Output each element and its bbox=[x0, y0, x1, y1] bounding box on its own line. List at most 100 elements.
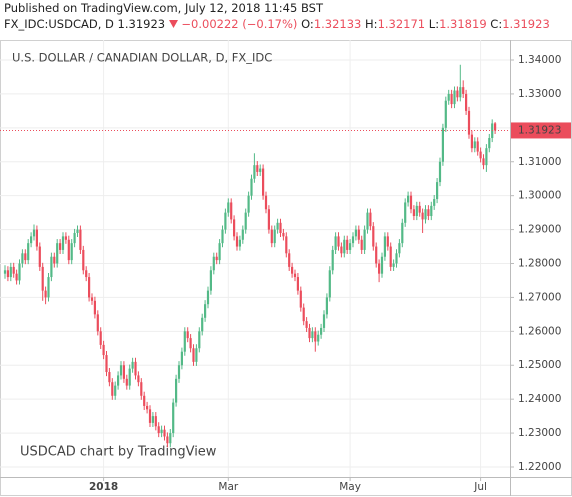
candle-body bbox=[244, 212, 247, 230]
candle-body bbox=[305, 321, 308, 328]
candle-body bbox=[494, 123, 497, 131]
candle-body bbox=[108, 372, 111, 383]
candle-body bbox=[146, 405, 149, 410]
candle-body bbox=[424, 209, 427, 220]
candle-body bbox=[299, 290, 302, 308]
candle-body bbox=[172, 402, 175, 434]
candle-body bbox=[157, 426, 160, 434]
candle-body bbox=[131, 361, 134, 369]
candle-body bbox=[375, 246, 378, 264]
down-arrow bbox=[168, 20, 178, 28]
candle-body bbox=[465, 93, 468, 111]
candle-body bbox=[340, 246, 343, 254]
x-tick-label: 2018 bbox=[89, 481, 118, 493]
candle-body bbox=[56, 243, 59, 264]
candle-body bbox=[119, 365, 123, 376]
candle-body bbox=[35, 229, 38, 247]
candle-body bbox=[343, 239, 346, 254]
candle-body bbox=[195, 348, 198, 362]
candle-body bbox=[30, 236, 33, 244]
candle-body bbox=[346, 239, 349, 250]
candle-body bbox=[59, 243, 62, 250]
candle-body bbox=[450, 93, 453, 105]
candle-body bbox=[163, 429, 166, 437]
candle-body bbox=[241, 229, 244, 240]
candle-body bbox=[125, 378, 128, 386]
candle-body bbox=[357, 229, 360, 240]
candle-body bbox=[412, 209, 415, 217]
candle-body bbox=[320, 327, 323, 335]
candle-body bbox=[389, 246, 392, 267]
candle-body bbox=[273, 229, 276, 244]
candle-body bbox=[201, 317, 204, 332]
candle-body bbox=[93, 300, 96, 315]
candle-body bbox=[238, 239, 241, 247]
candle-body bbox=[467, 110, 471, 135]
candle-body bbox=[380, 256, 384, 274]
candle-body bbox=[418, 205, 421, 213]
ohlc-c: 1.31923 bbox=[502, 17, 550, 31]
y-tick-label: 1.28000 bbox=[518, 258, 561, 270]
candle-body bbox=[404, 202, 407, 223]
candle-body bbox=[21, 253, 24, 264]
candle-body bbox=[24, 253, 27, 261]
x-tick-label: Mar bbox=[218, 481, 238, 493]
candle-body bbox=[328, 270, 331, 298]
candle-body bbox=[282, 232, 285, 237]
candle-body bbox=[247, 195, 250, 213]
candle-body bbox=[401, 222, 404, 244]
candle-body bbox=[479, 151, 482, 159]
candle-body bbox=[360, 239, 363, 250]
last-price-label: 1.31923 bbox=[518, 124, 561, 136]
candle-body bbox=[151, 416, 154, 423]
candle-body bbox=[38, 246, 41, 267]
candle-body bbox=[293, 273, 297, 278]
candle-body bbox=[67, 239, 70, 261]
candle-body bbox=[325, 297, 328, 315]
candle-body bbox=[3, 270, 7, 274]
candle-body bbox=[140, 382, 143, 396]
candle-body bbox=[386, 236, 389, 247]
candle-body bbox=[409, 195, 413, 210]
candle-body bbox=[256, 165, 259, 172]
candle-body bbox=[230, 202, 233, 220]
candle-body bbox=[198, 331, 201, 349]
y-tick-label: 1.24000 bbox=[518, 393, 561, 405]
candle-body bbox=[111, 382, 114, 396]
quote-line: FX_IDC:USDCAD, D 1.31923 −0.00222 (−0.17… bbox=[4, 16, 550, 32]
candle-body bbox=[183, 331, 186, 352]
candle-body bbox=[438, 161, 442, 183]
ohlc-o: 1.32133 bbox=[313, 17, 362, 31]
candle-body bbox=[436, 182, 439, 200]
candle-body bbox=[331, 249, 334, 271]
candle-body bbox=[61, 236, 65, 250]
candle-body bbox=[378, 263, 381, 274]
candle-body bbox=[262, 168, 265, 196]
candle-body bbox=[322, 314, 326, 328]
y-tick-label: 1.26000 bbox=[518, 325, 561, 337]
candle-body bbox=[276, 222, 279, 230]
candle-body bbox=[9, 266, 12, 278]
candle-body bbox=[296, 277, 299, 291]
candle-body bbox=[134, 361, 137, 376]
candle-body bbox=[372, 226, 375, 247]
candle-body bbox=[279, 222, 282, 233]
candle-body bbox=[44, 290, 47, 298]
candle-body bbox=[79, 229, 82, 250]
candle-body bbox=[143, 395, 146, 406]
candle-body bbox=[47, 277, 50, 298]
candle-body bbox=[250, 178, 253, 196]
candle-body bbox=[288, 253, 291, 267]
candle-body bbox=[267, 209, 270, 230]
candle-body bbox=[212, 256, 215, 271]
ohlc-o-label: O: bbox=[301, 17, 314, 31]
candle-body bbox=[227, 202, 230, 213]
candle-body bbox=[105, 355, 108, 373]
candle-body bbox=[453, 90, 456, 105]
candle-body bbox=[473, 141, 476, 149]
candle-body bbox=[462, 87, 465, 94]
candle-body bbox=[470, 134, 473, 149]
candle-body bbox=[53, 256, 56, 264]
candle-body bbox=[259, 168, 262, 172]
